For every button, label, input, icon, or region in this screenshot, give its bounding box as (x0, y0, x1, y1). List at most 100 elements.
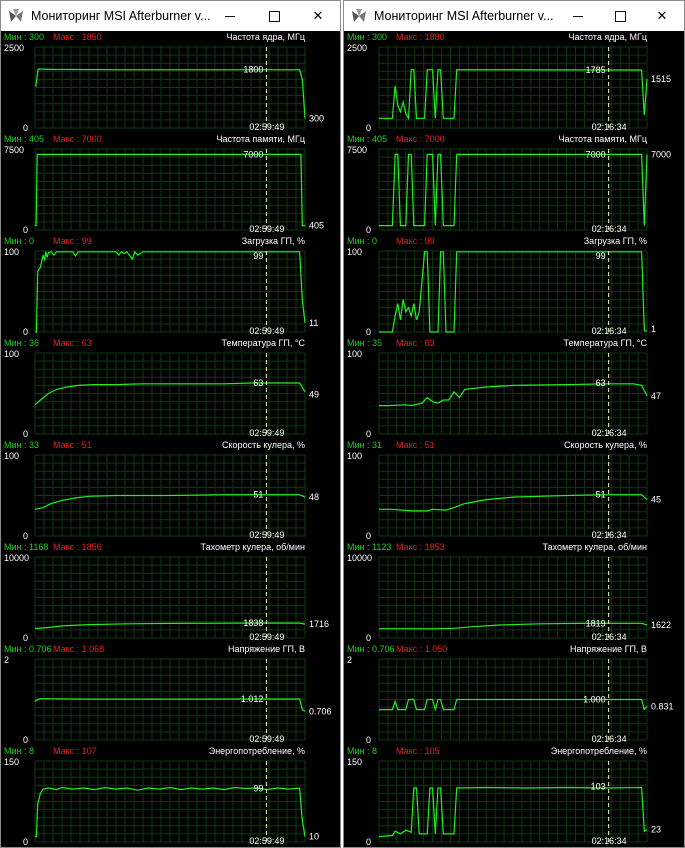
max-label: Макс : 1.050 (396, 644, 447, 654)
maximize-button[interactable] (252, 1, 296, 31)
graph-panel[interactable]: Мин : 405 Макс : 7000 Частота памяти, МГц 7… (4, 134, 324, 235)
y-max-label: 2 (347, 655, 352, 665)
min-label: Мин : 1123 (347, 542, 391, 552)
minimize-button[interactable] (556, 1, 600, 31)
y-max-label: 100 (347, 451, 362, 461)
y-min-label: 0 (23, 531, 28, 541)
window-title: Мониторинг MSI Afterburner v... (31, 9, 211, 23)
current-value: 10 (309, 832, 319, 842)
y-max-label: 100 (4, 247, 19, 257)
graph-line (35, 153, 305, 227)
max-label: Макс : 7000 (396, 134, 445, 144)
y-min-label: 0 (366, 123, 371, 133)
cursor-time: 02:16:34 (592, 836, 627, 846)
current-value: 0.831 (651, 701, 674, 711)
maximize-button[interactable] (598, 1, 642, 31)
graphs-area[interactable]: Мин : 300 Макс : 1850 Частота ядра, МГц 250… (1, 31, 340, 847)
y-min-label: 0 (23, 837, 28, 847)
graph-title: Температура ГП, °С (222, 338, 306, 348)
graph-title: Загрузка ГП, % (584, 236, 647, 246)
graph-line (379, 622, 648, 630)
cursor-time: 02:16:34 (592, 428, 627, 438)
y-min-label: 0 (366, 225, 371, 235)
graph-title: Загрузка ГП, % (242, 236, 305, 246)
graph-panel[interactable]: Мин : 31 Макс : 51 Скорость кулера, % 100 0 5… (347, 440, 661, 541)
graph-title: Частота памяти, МГц (217, 134, 305, 144)
y-min-label: 0 (366, 837, 371, 847)
graph-panel[interactable]: Мин : 1168 Макс : 1856 Тахометр кулера, об… (4, 542, 329, 643)
monitor-window-left[interactable]: Мониторинг MSI Afterburner v... ✕ Мин : … (0, 0, 341, 848)
graph-panel[interactable]: Мин : 36 Макс : 63 Температура ГП, °С 100 0 6… (4, 338, 319, 439)
cursor-time: 02:59:49 (249, 224, 284, 234)
graph-panel[interactable]: Мин : 300 Макс : 1850 Частота ядра, МГц 250… (4, 32, 324, 133)
afterburner-icon (352, 9, 366, 22)
grid (34, 148, 306, 231)
y-max-label: 7500 (347, 145, 367, 155)
minimize-icon (573, 15, 583, 17)
close-icon: ✕ (312, 8, 324, 23)
cursor-value: 51 (253, 490, 263, 500)
graph-panel[interactable]: Мин : 300 Макс : 1880 Частота ядра, МГц 250… (347, 32, 671, 133)
monitor-window-right[interactable]: Мониторинг MSI Afterburner v... ✕ Мин : … (343, 0, 685, 848)
max-label: Макс : 63 (396, 338, 435, 348)
afterburner-icon (9, 9, 23, 22)
graph-title: Энергопотребление, % (209, 746, 305, 756)
close-button[interactable]: ✕ (640, 1, 684, 31)
graph-panel[interactable]: Мин : 405 Макс : 7000 Частота памяти, МГц 7… (347, 134, 671, 235)
y-max-label: 2500 (347, 43, 367, 53)
graph-line (379, 698, 648, 712)
grid (378, 46, 648, 129)
current-value: 7000 (651, 149, 671, 159)
graph-line (35, 68, 306, 119)
current-value: 48 (309, 492, 319, 502)
graph-line (379, 153, 648, 227)
grid (34, 760, 306, 843)
graph-panel[interactable]: Мин : 0.706 Макс : 1.050 Напряжение ГП, В 2… (347, 644, 674, 745)
graph-title: Скорость кулера, % (222, 440, 305, 450)
max-label: Макс : 63 (53, 338, 92, 348)
current-value: 405 (309, 221, 324, 231)
min-label: Мин : 1168 (4, 542, 48, 552)
min-label: Мин : 405 (4, 134, 44, 144)
graph-title: Температура ГП, °С (564, 338, 648, 348)
cursor-value: 1800 (243, 65, 263, 75)
min-label: Мин : 0.706 (4, 644, 52, 654)
cursor-value: 7000 (243, 149, 263, 159)
grid (34, 46, 306, 129)
cursor-value: 7000 (586, 149, 606, 159)
graph-title: Частота ядра, МГц (568, 32, 647, 42)
cursor-value: 99 (596, 251, 606, 261)
cursor-time: 02:16:34 (592, 122, 627, 132)
current-value: 45 (651, 495, 661, 505)
graph-panel[interactable]: Мин : 33 Макс : 51 Скорость кулера, % 100 0 5… (4, 440, 319, 541)
graph-panel[interactable]: Мин : 0.706 Макс : 1.068 Напряжение ГП, В 2… (4, 644, 332, 745)
grid (378, 454, 648, 537)
title-bar[interactable]: Мониторинг MSI Afterburner v... ✕ (1, 1, 340, 31)
graph-panel[interactable]: Мин : 35 Макс : 63 Температура ГП, °С 100 0 6… (347, 338, 661, 439)
graphs-canvas[interactable]: Мин : 300 Макс : 1850 Частота ядра, МГц 250… (1, 31, 340, 847)
max-label: Макс : 51 (396, 440, 435, 450)
graph-panel[interactable]: Мин : 8 Макс : 107 Энергопотребление, % 150… (4, 746, 319, 847)
graph-title: Скорость кулера, % (564, 440, 647, 450)
graph-line (34, 494, 306, 510)
minimize-button[interactable] (208, 1, 252, 31)
graph-panel[interactable]: Мин : 0 Макс : 99 Загрузка ГП, % 100 0 99 02:5… (4, 236, 318, 337)
graph-panel[interactable]: Мин : 8 Макс : 105 Энергопотребление, % 150… (347, 746, 661, 847)
graph-panel[interactable]: Мин : 1123 Макс : 1853 Тахометр кулера, об… (347, 542, 671, 643)
max-label: Макс : 1853 (396, 542, 445, 552)
y-max-label: 2 (4, 655, 9, 665)
close-button[interactable]: ✕ (296, 1, 340, 31)
graphs-area[interactable]: Мин : 300 Макс : 1880 Частота ядра, МГц 250… (344, 31, 684, 847)
cursor-value: 1.000 (583, 695, 606, 705)
y-min-label: 0 (366, 531, 371, 541)
y-max-label: 150 (347, 757, 362, 767)
cursor-value: 1819 (586, 618, 606, 628)
cursor-time: 02:59:49 (249, 530, 284, 540)
max-label: Макс : 51 (53, 440, 92, 450)
title-bar[interactable]: Мониторинг MSI Afterburner v... ✕ (344, 1, 684, 31)
graphs-canvas[interactable]: Мин : 300 Макс : 1880 Частота ядра, МГц 250… (344, 31, 684, 847)
y-max-label: 7500 (4, 145, 24, 155)
y-max-label: 100 (4, 451, 19, 461)
graph-panel[interactable]: Мин : 0 Макс : 99 Загрузка ГП, % 100 0 99 02:1… (347, 236, 656, 337)
cursor-value: 63 (253, 378, 263, 388)
